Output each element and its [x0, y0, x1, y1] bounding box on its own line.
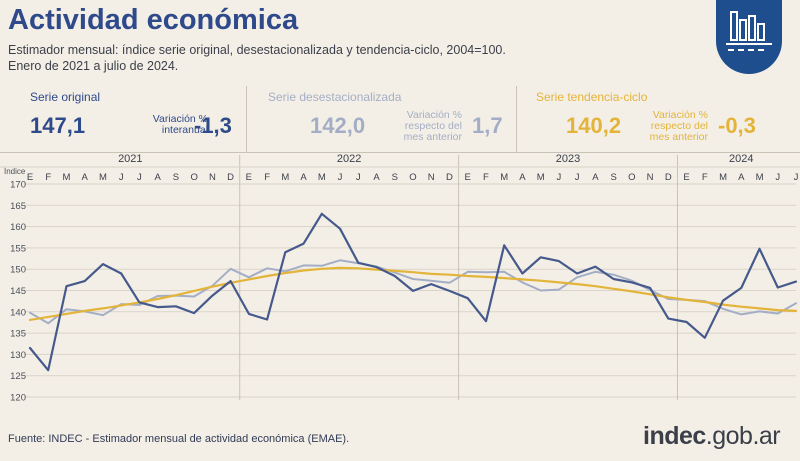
logo-badge — [716, 0, 782, 74]
month-label: E — [465, 172, 471, 183]
var-label-line: mes anterior — [649, 131, 708, 143]
panel-bottom-rule — [0, 152, 800, 153]
month-label: N — [209, 172, 216, 183]
month-label: M — [500, 172, 508, 183]
var-label-line: respecto del — [404, 120, 462, 132]
month-label: A — [738, 172, 745, 183]
y-tick-label: 155 — [10, 243, 26, 254]
panel-original-label: Serie original — [30, 90, 101, 104]
month-label: J — [557, 172, 562, 183]
panel-tendencia: Serie tendencia-ciclo 140,2 Variación % … — [536, 84, 786, 152]
var-label-line: mes anterior — [403, 131, 462, 143]
month-label: D — [446, 172, 453, 183]
source-note: Fuente: INDEC - Estimador mensual de act… — [8, 433, 350, 445]
series-line-desest — [29, 259, 797, 325]
month-label: S — [610, 172, 616, 183]
month-label: N — [428, 172, 435, 183]
page-title: Actividad económica — [8, 4, 299, 36]
panel-original-value: 147,1 — [30, 113, 86, 138]
page-subtitle: Estimador mensual: índice serie original… — [8, 42, 506, 74]
month-label: A — [373, 172, 380, 183]
brand-domain: .gob.ar — [705, 422, 781, 450]
month-label: A — [82, 172, 89, 183]
month-label: M — [719, 172, 727, 183]
var-label-line: interanual — [161, 124, 208, 136]
series-line-original — [28, 212, 798, 372]
month-label: M — [281, 172, 289, 183]
panel-original: Serie original 147,1 Variación % interan… — [30, 84, 240, 152]
panel-desest-label: Serie desestacionalizada — [268, 90, 402, 104]
month-label: M — [99, 172, 107, 183]
panel-tendencia-var-value: -0,3 — [718, 113, 756, 138]
year-label: 2023 — [556, 153, 580, 165]
panel-original-var-value: -1,3 — [194, 113, 232, 138]
panel-separator — [246, 86, 247, 152]
subtitle-line-1: Estimador mensual: índice serie original… — [8, 43, 506, 57]
y-tick-label: 140 — [10, 307, 26, 318]
month-label: S — [173, 172, 179, 183]
year-label: 2024 — [729, 153, 753, 165]
month-label: O — [628, 172, 635, 183]
month-label: J — [794, 172, 799, 183]
month-label: F — [702, 172, 708, 183]
month-label: F — [45, 172, 51, 183]
var-label-line: Variación % — [652, 109, 708, 121]
y-axis-label: Índice — [4, 167, 26, 176]
month-label: E — [246, 172, 252, 183]
month-label: F — [264, 172, 270, 183]
y-tick-label: 145 — [10, 286, 26, 297]
subtitle-line-2: Enero de 2021 a julio de 2024. — [8, 59, 179, 73]
month-label: M — [537, 172, 545, 183]
panel-original-var-label: Variación % interanual — [120, 114, 208, 136]
panel-tendencia-label: Serie tendencia-ciclo — [536, 90, 648, 104]
month-label: M — [756, 172, 764, 183]
panel-desest-var-label: Variación % respecto del mes anterior — [380, 110, 462, 143]
month-label: D — [665, 172, 672, 183]
panel-separator — [516, 86, 517, 152]
month-label: O — [190, 172, 197, 183]
y-tick-label: 150 — [10, 265, 26, 276]
month-label: M — [318, 172, 326, 183]
month-label: N — [647, 172, 654, 183]
month-label: M — [63, 172, 71, 183]
year-label: 2021 — [118, 153, 142, 165]
panel-tendencia-value: 140,2 — [566, 113, 622, 138]
month-label: S — [392, 172, 398, 183]
month-label: A — [300, 172, 307, 183]
month-label: D — [227, 172, 234, 183]
month-label: J — [575, 172, 580, 183]
brand-bold: indec — [643, 422, 706, 450]
month-label: A — [519, 172, 526, 183]
month-label: J — [356, 172, 361, 183]
brand-logo: indec.gob.ar — [643, 422, 781, 451]
month-label: F — [483, 172, 489, 183]
y-tick-label: 125 — [10, 371, 26, 382]
bar-chart-icon — [726, 11, 772, 51]
month-label: J — [137, 172, 142, 183]
panel-tendencia-var-label: Variación % respecto del mes anterior — [636, 110, 708, 143]
month-label: E — [683, 172, 689, 183]
month-label: J — [119, 172, 124, 183]
month-label: O — [409, 172, 416, 183]
y-tick-label: 130 — [10, 350, 26, 361]
panel-desest: Serie desestacionalizada 142,0 Variación… — [268, 84, 508, 152]
month-label: A — [154, 172, 161, 183]
panel-desest-value: 142,0 — [310, 113, 366, 138]
y-tick-label: 135 — [10, 329, 26, 340]
month-label: J — [338, 172, 343, 183]
y-tick-label: 170 — [10, 180, 26, 191]
var-label-line: Variación % — [406, 109, 462, 121]
series-line-tendencia — [28, 266, 798, 321]
var-label-line: Variación % — [152, 113, 208, 125]
var-label-line: respecto del — [650, 120, 708, 132]
y-tick-label: 120 — [10, 393, 26, 404]
year-label: 2022 — [337, 153, 361, 165]
panel-desest-var-value: 1,7 — [472, 113, 503, 138]
month-label: J — [775, 172, 780, 183]
month-label: E — [27, 172, 33, 183]
y-tick-label: 165 — [10, 201, 26, 212]
y-tick-label: 160 — [10, 222, 26, 233]
month-label: A — [592, 172, 599, 183]
